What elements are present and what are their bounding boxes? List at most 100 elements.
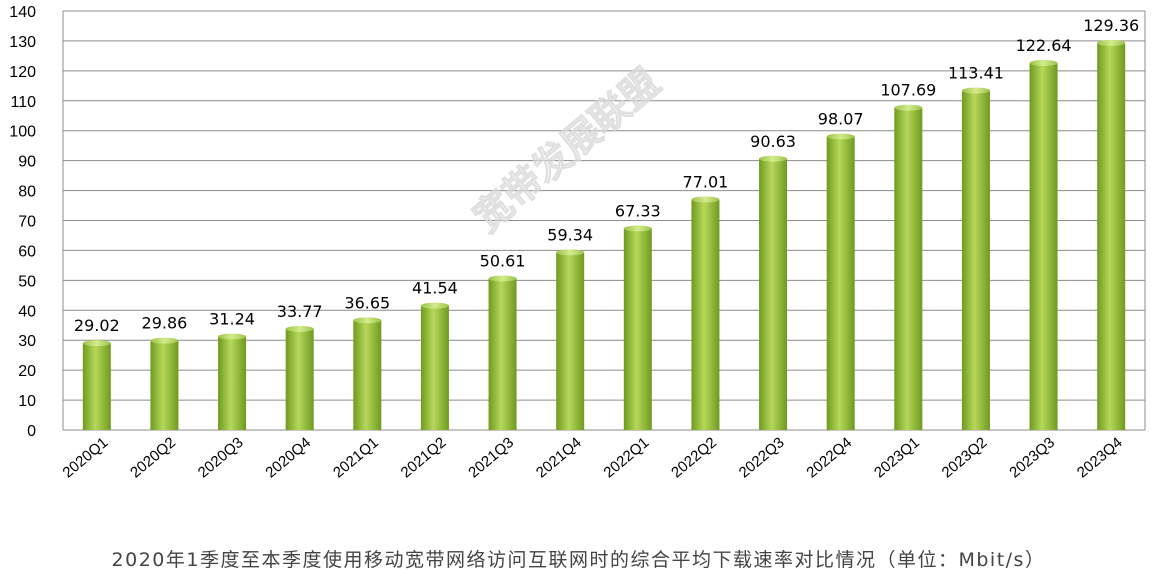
bar: [826, 133, 855, 431]
bar-cap: [420, 302, 449, 309]
bar-cap: [759, 155, 788, 162]
bar-body: [691, 199, 720, 430]
data-label: 41.54: [412, 279, 458, 298]
bar: [894, 104, 923, 430]
bar: [488, 275, 517, 430]
bar-body: [1097, 42, 1126, 431]
bar-cap: [961, 87, 990, 94]
x-category-label: 2022Q2: [668, 434, 720, 481]
data-label: 129.36: [1083, 16, 1139, 35]
bar-cap: [150, 337, 179, 344]
data-label: 31.24: [209, 310, 255, 329]
bar: [691, 196, 720, 430]
bar-cap: [1029, 59, 1058, 66]
y-tick-label: 40: [18, 303, 36, 320]
data-label: 77.01: [683, 173, 729, 192]
y-tick-label: 70: [18, 214, 36, 231]
bar-body: [556, 252, 585, 430]
bar-body: [353, 320, 382, 430]
x-category-label: 2022Q1: [601, 434, 653, 481]
data-labels: 29.02 29.86 31.24 33.77 36.65 41.54 50.61 59.34…: [74, 16, 1139, 335]
bar-chart: 29.02 29.86 31.24 33.77 36.65 41.54 50.61 59.34…: [9, 4, 1146, 481]
bar: [623, 225, 652, 430]
bar: [218, 333, 247, 430]
bar: [556, 249, 585, 430]
x-category-label: 2023Q4: [1074, 434, 1126, 481]
bar: [1029, 59, 1058, 431]
bar-body: [82, 343, 111, 430]
bar: [759, 155, 788, 430]
y-tick-label: 0: [27, 423, 36, 440]
x-category-label: 2020Q1: [60, 434, 112, 481]
bar-cap: [285, 325, 314, 332]
bar-body: [218, 336, 247, 430]
x-category-label: 2022Q4: [803, 434, 855, 481]
bar-cap: [353, 317, 382, 324]
data-label: 122.64: [1016, 36, 1072, 55]
x-category-label: 2021Q4: [533, 434, 585, 481]
bar: [150, 337, 179, 430]
bar: [353, 317, 382, 430]
y-tick-label: 120: [9, 64, 36, 81]
data-label: 36.65: [344, 293, 390, 312]
x-category-label: 2020Q4: [262, 434, 314, 481]
bar-body: [961, 90, 990, 430]
bar-cap: [894, 104, 923, 111]
y-tick-label: 60: [18, 243, 36, 260]
x-category-label: 2021Q2: [398, 434, 450, 481]
x-category-label: 2021Q1: [330, 434, 382, 481]
y-tick-label: 20: [18, 363, 36, 380]
x-category-label: 2023Q2: [939, 434, 991, 481]
bar-body: [285, 328, 314, 430]
bar-cap: [488, 275, 517, 282]
bar-body: [488, 278, 517, 430]
data-label: 107.69: [880, 81, 936, 100]
y-tick-label: 140: [9, 4, 36, 21]
bar-cap: [82, 340, 111, 347]
bar-body: [623, 228, 652, 430]
y-tick-label: 100: [9, 124, 36, 141]
y-tick-label: 80: [18, 184, 36, 201]
bar-body: [826, 136, 855, 431]
bar-body: [150, 340, 179, 430]
bar-cap: [1097, 39, 1126, 46]
y-tick-label: 90: [18, 154, 36, 171]
bar-body: [1029, 62, 1058, 431]
bar-cap: [691, 196, 720, 203]
x-category-labels: 2020Q1 2020Q2 2020Q3 2020Q4 2021Q1 2021Q2 2021…: [60, 434, 1126, 481]
chart-caption: 2020年1季度至本季度使用移动宽带网络访问互联网时的综合平均下载速率对比情况（…: [111, 549, 1046, 571]
x-category-label: 2020Q2: [127, 434, 179, 481]
data-label: 50.61: [480, 252, 526, 271]
y-tick-label: 30: [18, 333, 36, 350]
y-tick-labels: 0 10 20 30 40 50 60 70 80 90 100 110 120 130 140: [9, 4, 36, 440]
y-tick-label: 10: [18, 393, 36, 410]
bar-body: [759, 158, 788, 430]
bar: [82, 340, 111, 430]
x-category-label: 2022Q3: [736, 434, 788, 481]
bar: [1097, 39, 1126, 431]
y-tick-label: 130: [9, 34, 36, 51]
data-label: 90.63: [750, 132, 796, 151]
x-category-label: 2020Q3: [195, 434, 247, 481]
bars: [82, 39, 1126, 431]
bar: [961, 87, 990, 430]
bar-cap: [826, 133, 855, 140]
bar: [285, 325, 314, 430]
data-label: 29.02: [74, 316, 120, 335]
x-category-label: 2021Q3: [465, 434, 517, 481]
bar-body: [420, 305, 449, 430]
data-label: 33.77: [277, 302, 323, 321]
y-tick-label: 50: [18, 273, 36, 290]
data-label: 67.33: [615, 201, 661, 220]
bar-cap: [556, 249, 585, 256]
data-label: 29.86: [142, 314, 188, 333]
data-label: 98.07: [818, 109, 864, 128]
data-label: 59.34: [547, 225, 593, 244]
x-category-label: 2023Q1: [871, 434, 923, 481]
bar-cap: [623, 225, 652, 232]
bar: [420, 302, 449, 430]
bar-body: [894, 107, 923, 430]
y-tick-label: 110: [10, 94, 36, 111]
bar-cap: [218, 333, 247, 340]
data-label: 113.41: [948, 64, 1004, 83]
